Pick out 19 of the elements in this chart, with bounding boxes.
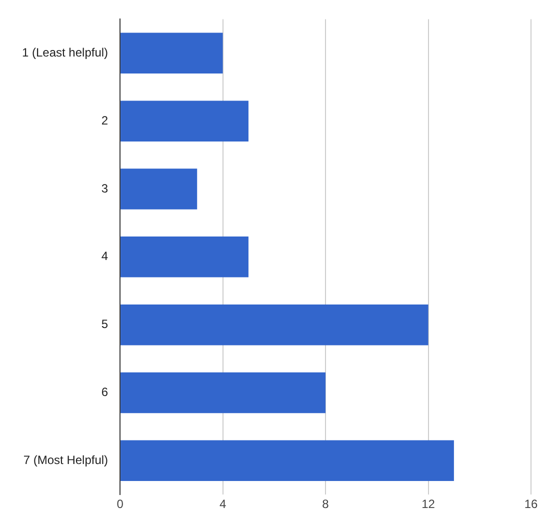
x-tick-label: 8 [322,497,330,512]
y-tick-label: 1 (Least helpful) [22,45,108,60]
bar [120,100,248,142]
bar [120,440,454,482]
y-tick-label: 4 [101,249,108,264]
bar [120,236,248,278]
y-tick-label: 3 [101,181,108,196]
y-tick-label: 7 (Most Helpful) [23,452,108,467]
x-tick-label: 0 [116,497,124,512]
x-tick-label: 12 [422,497,436,512]
y-tick-label: 2 [101,113,108,128]
y-tick-label: 5 [101,317,108,332]
bar [120,32,223,74]
bar [120,372,326,414]
y-tick-label: 6 [101,385,108,400]
bar [120,168,198,210]
x-tick-label: 16 [524,497,538,512]
bar [120,304,428,346]
x-tick-label: 4 [219,497,226,512]
